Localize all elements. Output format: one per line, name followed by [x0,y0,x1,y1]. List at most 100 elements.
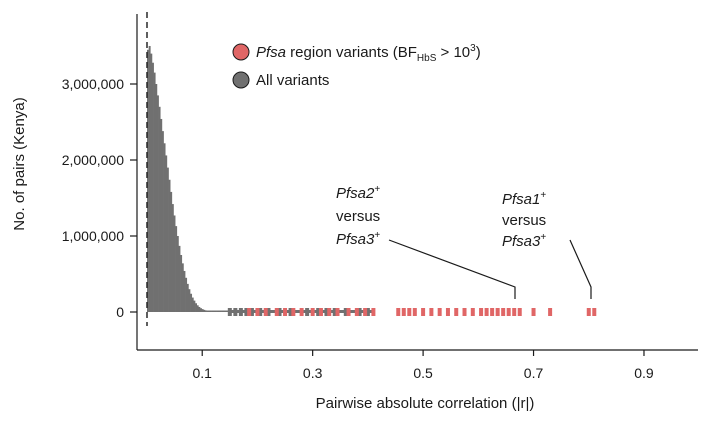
pfsa-rug-mark [484,308,489,316]
histogram-bar [168,179,171,312]
legend-label-pfsa: Pfsa region variants (BFHbS > 103) [256,43,481,64]
x-ticks: 0.1 0.3 0.5 0.7 0.9 [192,350,654,381]
histogram-bar [178,245,181,312]
pfsa-rug-mark [445,308,450,316]
tail-rug-mark [233,308,238,316]
histogram-bar [158,106,161,312]
histogram-bar [219,310,222,312]
tail-rug-mark [332,308,337,316]
pfsa-rug-mark [501,308,506,316]
legend-item-pfsa-region: Pfsa region variants (BFHbS > 103) [232,43,481,64]
pfsa-rug-mark [371,308,376,316]
histogram-bar [226,310,229,312]
histogram-bar [201,309,204,312]
histogram-bar [166,167,169,312]
pfsa-rug-mark [429,308,434,316]
histogram-bar [190,293,193,312]
histogram-bar [188,289,191,312]
tail-rug-mark [277,308,282,316]
histogram-bar [151,62,154,312]
pfsa-rug-mark [407,308,412,316]
annotation-1-leader [388,239,516,299]
tail-rug-mark [365,308,370,316]
y-ticks: 0 1,000,000 2,000,000 3,000,000 [62,76,137,320]
pfsa-rug-mark [310,308,315,316]
pfsa-rug-mark [548,308,553,316]
pfsa-rug-mark [335,308,340,316]
x-tick-label: 0.5 [413,365,433,381]
pfsa-rug-mark [531,308,536,316]
histogram-bar [211,310,214,312]
legend-swatch-pfsa [232,43,250,61]
annotation-1-line-2: versus [336,208,380,225]
pfsa-rug-mark [327,308,332,316]
x-axis-title: Pairwise absolute correlation (|r|) [316,395,535,412]
pfsa-rug-mark [363,308,368,316]
histogram-bar [148,46,151,312]
pfsa-rug-mark [512,308,517,316]
tail-rug-mark [266,308,271,316]
pfsa-rug-mark [396,308,401,316]
histogram-bar [180,255,183,312]
histogram-bar [214,310,217,312]
annotation-1-line-3: Pfsa3+ [336,230,380,248]
pfsa-rug-mark [247,308,252,316]
histogram-bar [208,310,211,312]
pfsa-rug-mark [495,308,500,316]
histogram-bar [181,263,184,312]
legend-swatch-all [232,71,250,89]
annotation-pfsa1-vs-pfsa3: Pfsa1+ versus Pfsa3+ [502,190,592,299]
pfsa-rug-mark [318,308,323,316]
legend-label-all: All variants [256,72,329,89]
rug-marks [227,308,597,316]
histogram-bar [224,310,227,312]
pfsa-rug-mark [299,308,304,316]
histogram-bar [213,310,216,312]
pfsa-rug-mark [454,308,459,316]
histogram-bar [200,308,202,312]
histogram-bar [155,84,158,312]
x-tick-label: 0.9 [634,365,654,381]
histogram-bar [209,310,212,312]
tail-rug-mark [324,308,329,316]
histogram-bar [163,143,166,312]
y-axis-title: No. of pairs (Kenya) [11,97,28,230]
pfsa-rug-mark [291,308,296,316]
annotation-2-line-3: Pfsa3+ [502,232,546,250]
histogram-bar [161,131,164,312]
y-tick-label: 3,000,000 [62,76,124,92]
histogram-bar [173,215,176,312]
pfsa-rug-mark [255,308,260,316]
histogram-bar [156,95,159,313]
annotation-1-line-1: Pfsa2+ [336,184,380,202]
pfsa-rug-mark [586,308,591,316]
histogram-bar [223,310,226,312]
histogram-bar [150,53,153,312]
histogram-bar [221,310,224,312]
tail-rug-mark [316,308,321,316]
pfsa-rug-mark [437,308,442,316]
pfsa-rug-mark [479,308,484,316]
axes [136,14,698,351]
histogram-bar [147,49,149,313]
tail-rug-mark [305,308,310,316]
annotation-2-line-1: Pfsa1+ [502,190,546,208]
histogram-bar [206,310,209,312]
histogram-bar [186,283,189,312]
tail-rug-mark [249,308,254,316]
pfsa-rug-mark [470,308,475,316]
histogram-bar [216,310,219,312]
annotation-2-line-2: versus [502,212,546,229]
pfsa-rug-mark [506,308,511,316]
pfsa-rug-mark [283,308,288,316]
pfsa-rug-mark [462,308,467,316]
y-tick-label: 2,000,000 [62,152,124,168]
y-tick-label: 0 [116,304,124,320]
histogram-bar [203,309,206,312]
pfsa-rug-mark [274,308,279,316]
histogram-bar [198,306,201,312]
histogram-bar [204,310,207,312]
histogram-bar [176,236,179,312]
histogram-bar [193,300,196,312]
